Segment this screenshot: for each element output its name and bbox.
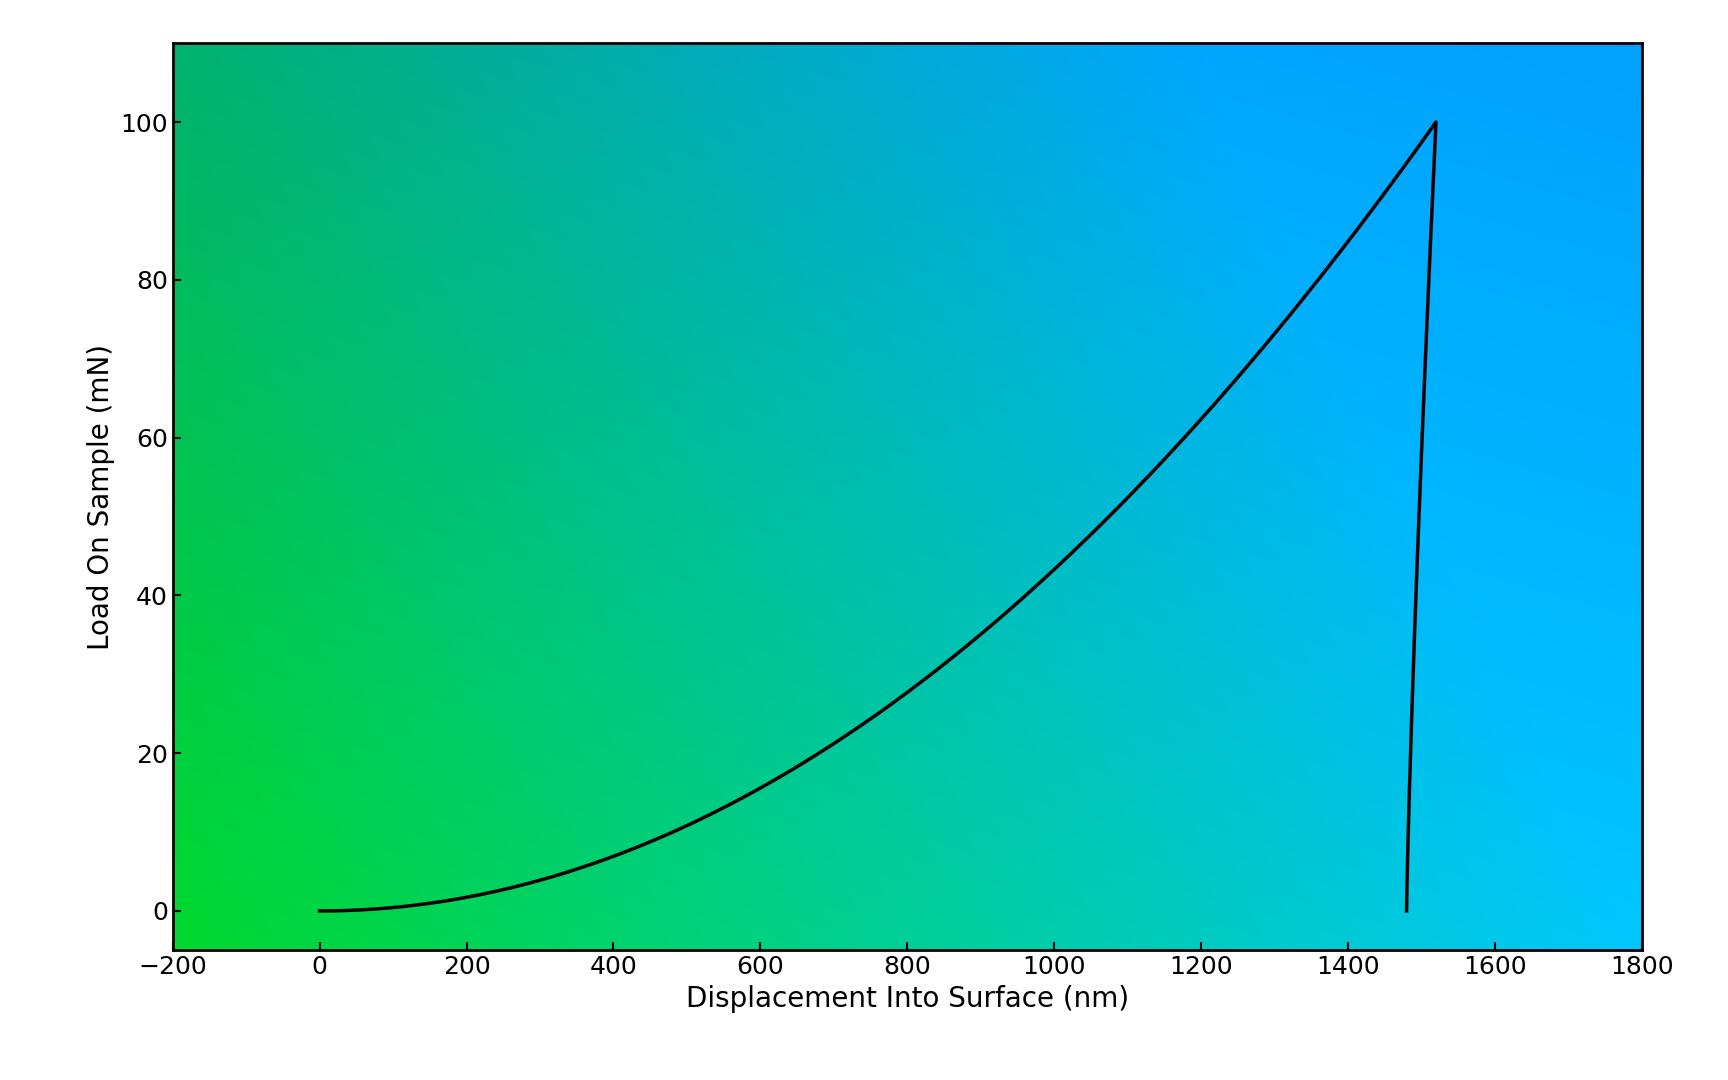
Y-axis label: Load On Sample (mN): Load On Sample (mN)	[86, 343, 114, 650]
X-axis label: Displacement Into Surface (nm): Displacement Into Surface (nm)	[686, 985, 1128, 1013]
